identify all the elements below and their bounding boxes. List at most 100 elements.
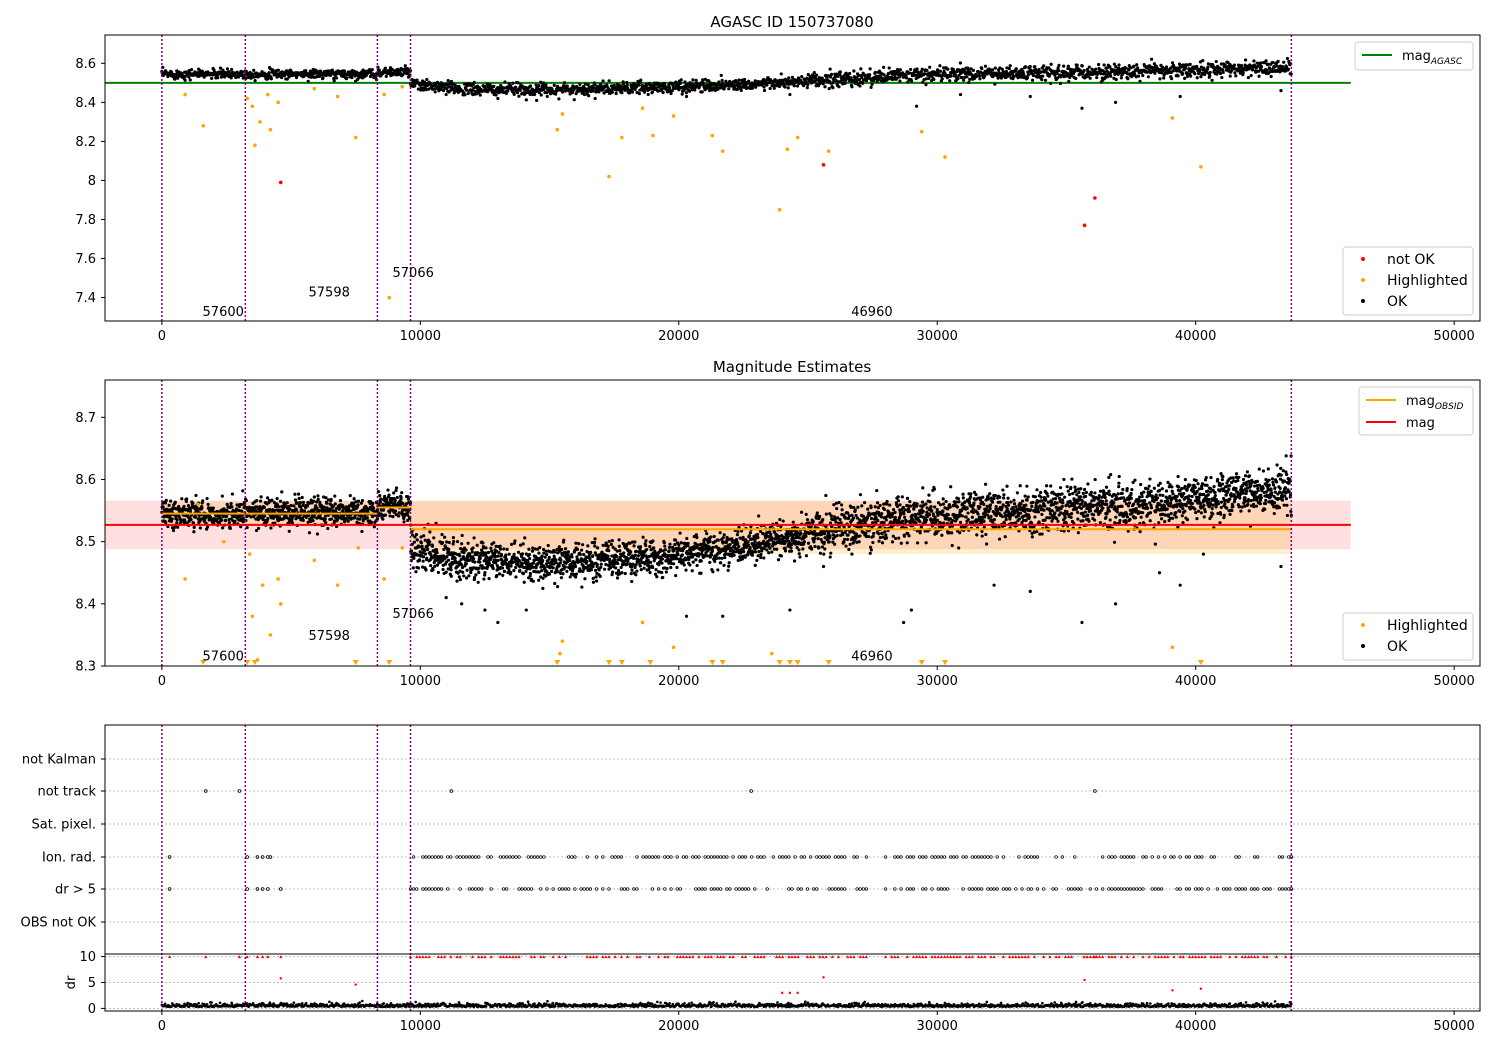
ok-point	[1080, 64, 1084, 68]
ok-point	[619, 565, 623, 570]
ok-point	[545, 552, 549, 557]
ok-point	[978, 77, 982, 81]
ok-point	[583, 82, 588, 86]
ok-point	[617, 538, 621, 542]
ok-point	[206, 502, 210, 507]
ok-point	[843, 81, 847, 85]
highlighted-point	[640, 106, 645, 111]
ok-point	[540, 569, 544, 573]
ok-point	[770, 536, 774, 541]
ok-point	[476, 551, 480, 555]
agasc-xtick-label: 20000	[658, 329, 699, 344]
ok-point	[983, 64, 988, 68]
ok-point	[779, 554, 783, 558]
ok-point	[290, 521, 294, 525]
ok-point	[1057, 63, 1061, 67]
ok-point	[220, 494, 224, 498]
ok-point	[570, 555, 574, 559]
ok-point	[192, 530, 196, 534]
ok-point	[539, 80, 543, 84]
ok-point	[1243, 58, 1248, 62]
ok-point	[924, 83, 928, 87]
agasc-ytick-label: 8.6	[75, 57, 96, 72]
ok-point	[518, 568, 522, 573]
ok-point	[649, 560, 653, 564]
ok-point	[678, 81, 682, 85]
ok-point	[663, 544, 667, 548]
ok-point	[789, 546, 793, 550]
ok-point	[255, 499, 259, 503]
ok-point	[552, 83, 556, 87]
ok-point	[419, 541, 423, 545]
ok-point	[748, 531, 752, 535]
ok-point	[833, 75, 837, 79]
ok-point	[651, 565, 655, 570]
ok-point	[478, 556, 482, 560]
ok-point	[710, 553, 714, 557]
ok-point	[164, 498, 168, 502]
ok-point	[1249, 73, 1253, 78]
ok-point	[379, 497, 383, 501]
ok-point	[1221, 70, 1225, 74]
ok-point	[735, 533, 740, 537]
ok-point	[466, 541, 470, 545]
ok-point	[1062, 64, 1066, 68]
ok-point	[686, 541, 690, 546]
ok-point	[524, 569, 528, 573]
ok-point	[882, 73, 886, 77]
ok-point	[266, 516, 270, 521]
ok-point	[662, 541, 666, 545]
ok-point	[392, 491, 396, 495]
ok-point	[737, 78, 741, 82]
ok-point	[445, 554, 449, 559]
ok-point	[1218, 71, 1223, 76]
ok-point	[786, 86, 790, 90]
ok-point	[1252, 59, 1256, 63]
ok-point	[1181, 72, 1185, 76]
ok-point	[188, 78, 192, 82]
ok-point	[206, 525, 210, 529]
ok-point	[332, 79, 336, 83]
ok-point	[542, 87, 546, 92]
ok-point	[1028, 94, 1032, 99]
ok-point	[922, 72, 927, 76]
ok-point	[639, 567, 643, 572]
ok-point	[393, 509, 398, 513]
ok-point	[1146, 75, 1150, 79]
ok-point	[350, 75, 354, 80]
ok-point	[609, 542, 613, 546]
ok-point	[270, 498, 274, 502]
ok-point	[523, 536, 527, 540]
ok-point	[311, 499, 316, 503]
ok-point	[182, 504, 186, 509]
ok-point	[1257, 69, 1261, 73]
ok-point	[616, 561, 620, 566]
highlighted-point	[183, 92, 187, 97]
ok-point	[267, 71, 271, 75]
ok-point	[1276, 59, 1280, 63]
ok-point	[176, 525, 180, 529]
ok-point	[517, 94, 521, 98]
ok-point	[321, 76, 325, 80]
ok-point	[266, 76, 270, 81]
ok-point	[583, 577, 587, 581]
agasc-xtick-label: 0	[158, 329, 166, 344]
ok-point	[464, 562, 468, 566]
ok-point	[645, 547, 649, 552]
ok-point	[399, 496, 403, 500]
ok-point	[275, 496, 279, 501]
ok-point	[509, 542, 514, 546]
ok-point	[228, 526, 232, 530]
ok-point	[650, 90, 655, 94]
ok-point	[657, 563, 661, 567]
ok-point	[198, 526, 202, 530]
ok-point	[211, 506, 215, 510]
ok-point	[688, 563, 692, 567]
ok-point	[559, 576, 564, 580]
highlighted-point	[826, 149, 831, 153]
ok-point	[530, 549, 535, 553]
ok-point	[462, 551, 466, 555]
ok-point	[587, 94, 591, 98]
ok-point	[635, 569, 639, 573]
